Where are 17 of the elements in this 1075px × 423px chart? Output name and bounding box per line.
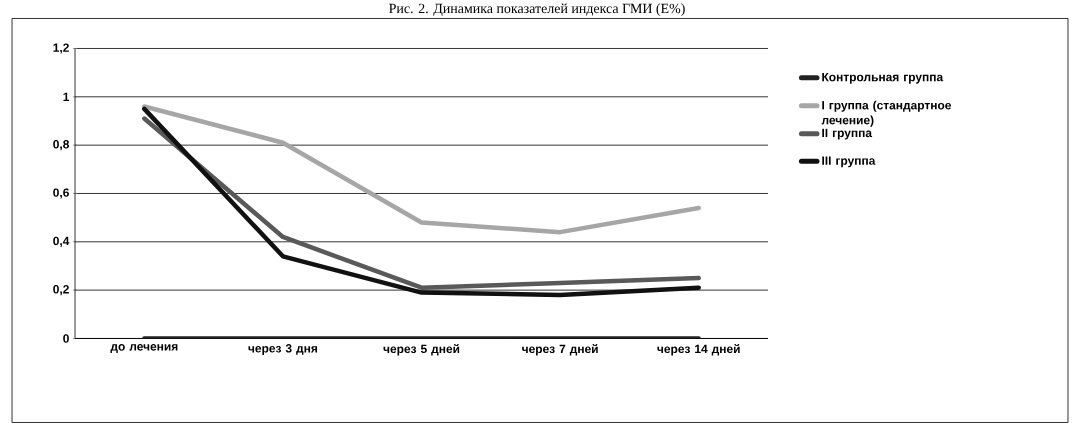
y-tick-label: 0,2 bbox=[53, 284, 69, 295]
x-tick-label: через 14 дней bbox=[657, 343, 740, 356]
legend-label: Контрольная группа bbox=[822, 72, 944, 84]
y-tick-label: 1 bbox=[63, 92, 70, 101]
legend-label: III группа bbox=[822, 156, 876, 167]
x-tick-label: через 5 дней bbox=[383, 343, 460, 356]
legend-label: I группа (стандартное лечение) bbox=[821, 100, 952, 127]
y-tick-label: 0,6 bbox=[53, 188, 69, 199]
legend-label: II группа bbox=[822, 128, 873, 140]
y-tick-label: 1,2 bbox=[53, 43, 69, 54]
x-tick-label: через 7 дней bbox=[522, 343, 598, 356]
chart-title: Рис. 2. Динамика показателей индекса ГМИ (Е%) bbox=[389, 3, 685, 16]
y-tick-label: 0,4 bbox=[53, 236, 70, 247]
y-tick-label: 0,8 bbox=[53, 139, 69, 150]
x-tick-label: через 3 дня bbox=[248, 343, 318, 355]
x-tick-label: до лечения bbox=[110, 343, 178, 353]
y-tick-label: 0 bbox=[63, 334, 69, 343]
